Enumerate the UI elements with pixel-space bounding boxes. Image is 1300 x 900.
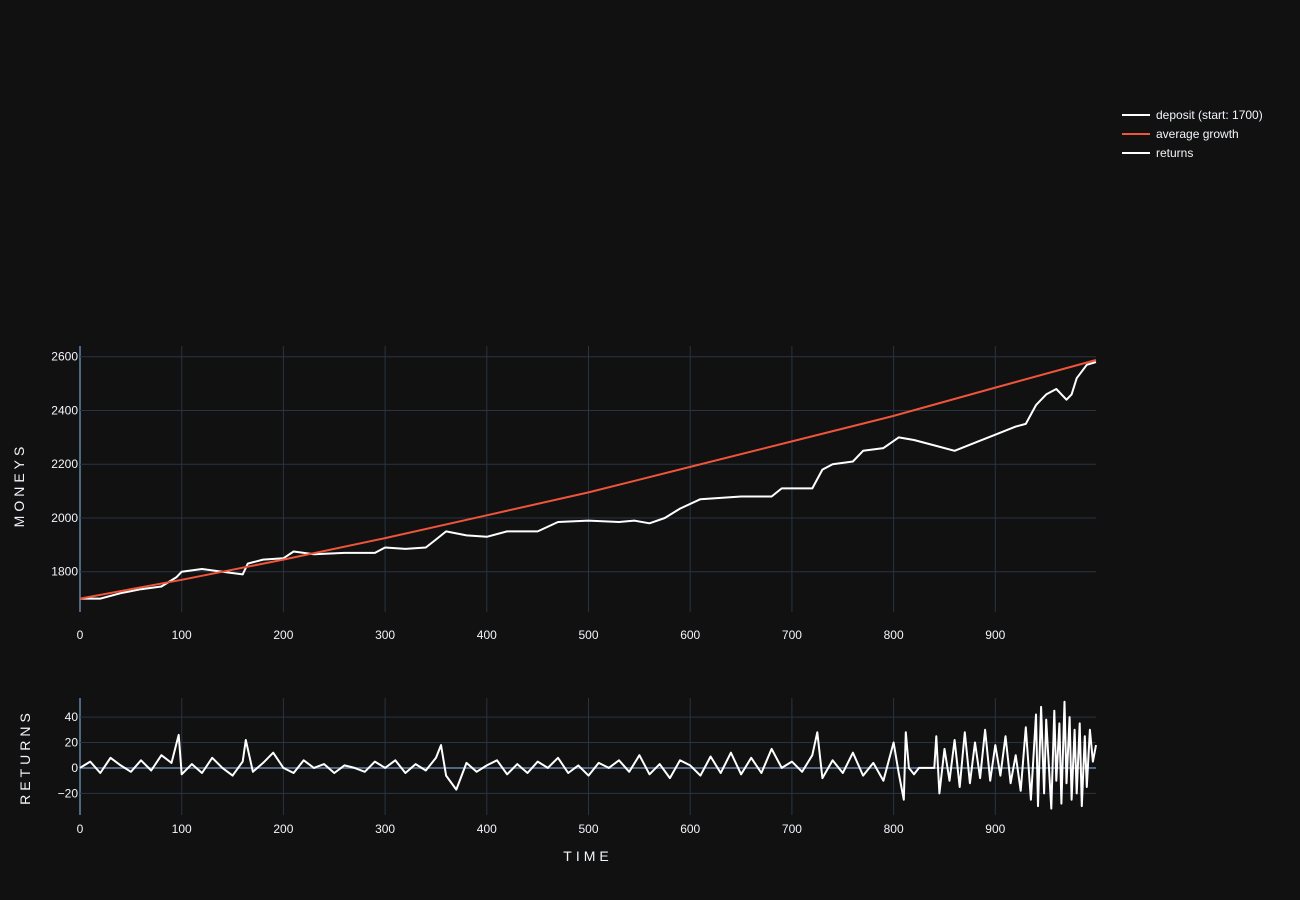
deposit-x-tick-labels: 0 100 200 300 400 500 600 700 800 900 — [77, 628, 1006, 642]
series-line-returns — [79, 700, 1097, 810]
returns-y-tick-label: 40 — [65, 710, 79, 724]
legend-item-deposit[interactable]: deposit (start: 1700) — [1122, 108, 1263, 122]
deposit-gridlines — [79, 346, 1096, 612]
returns-series-lines — [79, 700, 1097, 810]
returns-x-tick-label: 900 — [985, 822, 1005, 836]
returns-y-tick-label: 0 — [71, 761, 78, 775]
legend-label: average growth — [1156, 127, 1239, 141]
returns-x-tick-label: 100 — [172, 822, 192, 836]
deposit-x-tick-label: 800 — [884, 628, 904, 642]
deposit-series-lines — [79, 359, 1097, 600]
returns-x-tick-label: 700 — [782, 822, 802, 836]
deposit-x-tick-label: 100 — [172, 628, 192, 642]
returns-y-tick-label: −20 — [58, 786, 79, 800]
time-axis-title: TIME — [563, 848, 612, 864]
legend-label: returns — [1156, 146, 1193, 160]
deposit-y-tick-label: 2200 — [51, 457, 78, 471]
returns-x-tick-label: 400 — [477, 822, 497, 836]
deposit-y-tick-label: 2400 — [51, 403, 78, 417]
returns-y-tick-label: 20 — [65, 736, 79, 750]
returns-y-tick-labels: −20 0 20 40 — [58, 710, 79, 800]
deposit-x-tick-label: 0 — [77, 628, 84, 642]
deposit-panel: 0 100 200 300 400 500 600 700 800 900 1800 2000 220… — [11, 346, 1097, 642]
legend-label: deposit (start: 1700) — [1156, 108, 1263, 122]
series-line-average — [79, 359, 1097, 600]
returns-axis-title: RETURNS — [17, 709, 33, 805]
returns-panel: 0 100 200 300 400 500 600 700 800 900 −20 0 20 40 RE… — [17, 698, 1097, 864]
returns-x-tick-label: 0 — [77, 822, 84, 836]
deposit-y-tick-labels: 1800 2000 2200 2400 2600 — [51, 350, 78, 579]
deposit-x-tick-label: 200 — [273, 628, 293, 642]
legend[interactable]: deposit (start: 1700) average growth retur… — [1122, 108, 1263, 160]
deposit-x-tick-label: 700 — [782, 628, 802, 642]
deposit-y-tick-label: 2600 — [51, 350, 78, 364]
deposit-y-tick-label: 1800 — [51, 565, 78, 579]
deposit-x-tick-label: 400 — [477, 628, 497, 642]
returns-x-tick-label: 600 — [680, 822, 700, 836]
returns-x-tick-labels: 0 100 200 300 400 500 600 700 800 900 — [77, 822, 1006, 836]
deposit-x-tick-label: 500 — [578, 628, 598, 642]
moneys-axis-title: MONEYS — [11, 443, 27, 528]
returns-x-tick-label: 200 — [273, 822, 293, 836]
legend-item-average[interactable]: average growth — [1122, 127, 1239, 141]
returns-x-tick-label: 300 — [375, 822, 395, 836]
returns-x-tick-label: 500 — [578, 822, 598, 836]
series-line-deposit — [80, 361, 1097, 600]
deposit-x-tick-label: 600 — [680, 628, 700, 642]
deposit-x-tick-label: 300 — [375, 628, 395, 642]
deposit-y-tick-label: 2000 — [51, 511, 78, 525]
returns-x-tick-label: 800 — [884, 822, 904, 836]
deposit-x-tick-label: 900 — [985, 628, 1005, 642]
legend-item-returns[interactable]: returns — [1122, 146, 1193, 160]
